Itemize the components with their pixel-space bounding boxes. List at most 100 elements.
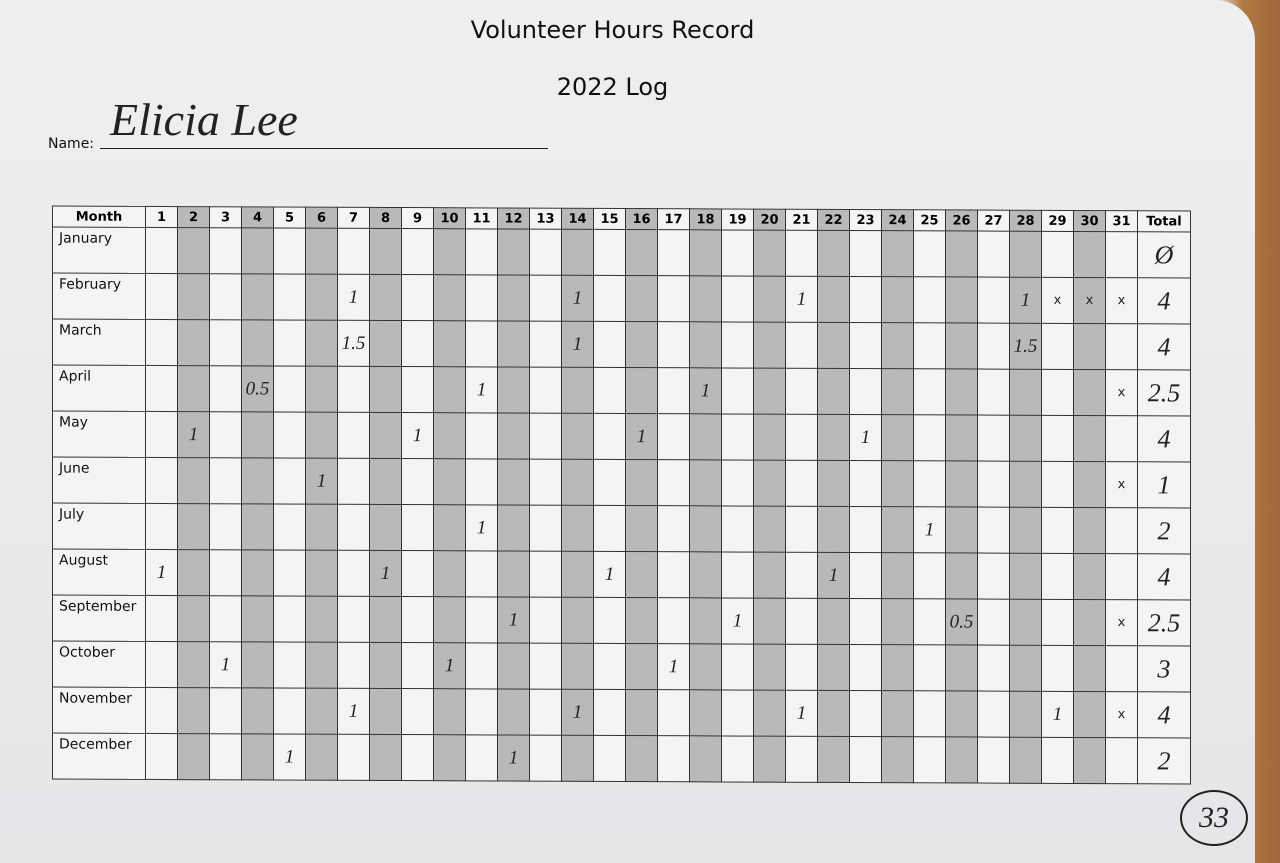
month-cell: October [52, 641, 146, 688]
day-cell [977, 369, 1010, 416]
day-cell [273, 687, 306, 735]
title: Volunteer Hours Record [470, 16, 755, 44]
column-header: 2 [177, 206, 210, 228]
day-cell [977, 507, 1010, 554]
day-cell [337, 734, 370, 781]
day-cell [465, 550, 498, 597]
day-cell [465, 688, 498, 735]
day-cell [881, 322, 914, 369]
day-cell [1105, 507, 1138, 554]
day-cell [881, 552, 914, 599]
day-cell [593, 459, 626, 506]
day-cell [657, 413, 690, 460]
day-cell [1009, 737, 1042, 784]
day-cell [849, 322, 882, 369]
day-cell [817, 644, 850, 691]
day-cell [721, 275, 754, 323]
day-cell: 1 [433, 642, 466, 689]
day-cell [529, 275, 562, 322]
month-row: May 1 1 1 1 4 [52, 411, 1191, 462]
day-cell [209, 227, 242, 274]
day-cell [433, 274, 466, 321]
day-cell: x [1105, 599, 1138, 646]
day-cell: 1 [305, 458, 338, 505]
day-cell [753, 230, 786, 277]
day-cell [561, 597, 594, 644]
day-cell [465, 320, 498, 367]
day-cell [1009, 507, 1042, 554]
day-cell [881, 690, 914, 737]
month-cell: March [52, 319, 146, 366]
day-cell [753, 506, 786, 553]
day-cell [945, 690, 978, 738]
day-cell [945, 368, 978, 416]
day-cell [657, 689, 690, 736]
day-cell [689, 597, 722, 644]
day-cell [241, 549, 274, 596]
day-cell [1041, 415, 1074, 462]
day-cell [721, 367, 754, 415]
day-cell [273, 365, 306, 413]
day-cell [1041, 553, 1074, 600]
day-cell [689, 551, 722, 598]
day-cell [689, 735, 722, 782]
day-cell [561, 367, 594, 414]
day-cell [689, 689, 722, 736]
day-cell [945, 506, 978, 554]
day-cell [849, 736, 882, 783]
day-cell [1105, 645, 1138, 692]
day-cell [593, 367, 626, 414]
day-cell [881, 368, 914, 415]
day-cell: 1 [913, 506, 946, 553]
day-cell [625, 459, 658, 506]
day-cell [1073, 323, 1106, 370]
day-cell: 1 [625, 413, 658, 460]
month-row: December 1 1 2 [52, 733, 1191, 784]
month-row: August 1 1 1 1 4 [52, 549, 1191, 600]
day-cell [241, 641, 274, 688]
day-cell [145, 687, 178, 734]
day-cell: 1 [497, 734, 530, 782]
day-cell: 1.5 [337, 320, 370, 367]
day-cell [529, 689, 562, 736]
column-header: 28 [1009, 210, 1042, 232]
day-cell [625, 275, 658, 322]
day-cell [913, 598, 946, 645]
day-cell [849, 552, 882, 599]
day-cell [977, 553, 1010, 600]
day-cell [1041, 369, 1074, 416]
month-row: October 1 1 1 3 [52, 641, 1191, 692]
column-header: 16 [625, 208, 658, 230]
day-cell [177, 227, 210, 274]
column-header: 31 [1105, 210, 1138, 232]
column-header: 21 [785, 209, 818, 231]
day-cell [561, 413, 594, 460]
day-cell [145, 641, 178, 688]
day-cell [433, 734, 466, 781]
month-row: November 1 1 1 1 x 4 [52, 687, 1191, 738]
day-cell [593, 597, 626, 644]
day-cell [177, 319, 210, 366]
day-cell [337, 458, 370, 505]
day-cell [1009, 553, 1042, 600]
day-cell [209, 273, 242, 320]
day-cell [1009, 691, 1042, 738]
month-row: September 1 1 0.5 x 2.5 [52, 595, 1191, 646]
day-cell [497, 458, 530, 506]
day-cell [625, 367, 658, 414]
day-cell: 1 [561, 321, 594, 368]
day-cell [401, 642, 434, 689]
day-cell [369, 274, 402, 321]
day-cell: 1 [593, 551, 626, 598]
day-cell [401, 596, 434, 643]
day-cell [657, 551, 690, 598]
day-cell [625, 551, 658, 598]
day-cell [145, 595, 178, 642]
day-cell [593, 689, 626, 736]
day-cell [241, 733, 274, 780]
day-cell: 1 [369, 550, 402, 597]
day-cell [721, 689, 754, 737]
day-cell [721, 505, 754, 553]
subtitle: 2022 Log [556, 73, 669, 101]
